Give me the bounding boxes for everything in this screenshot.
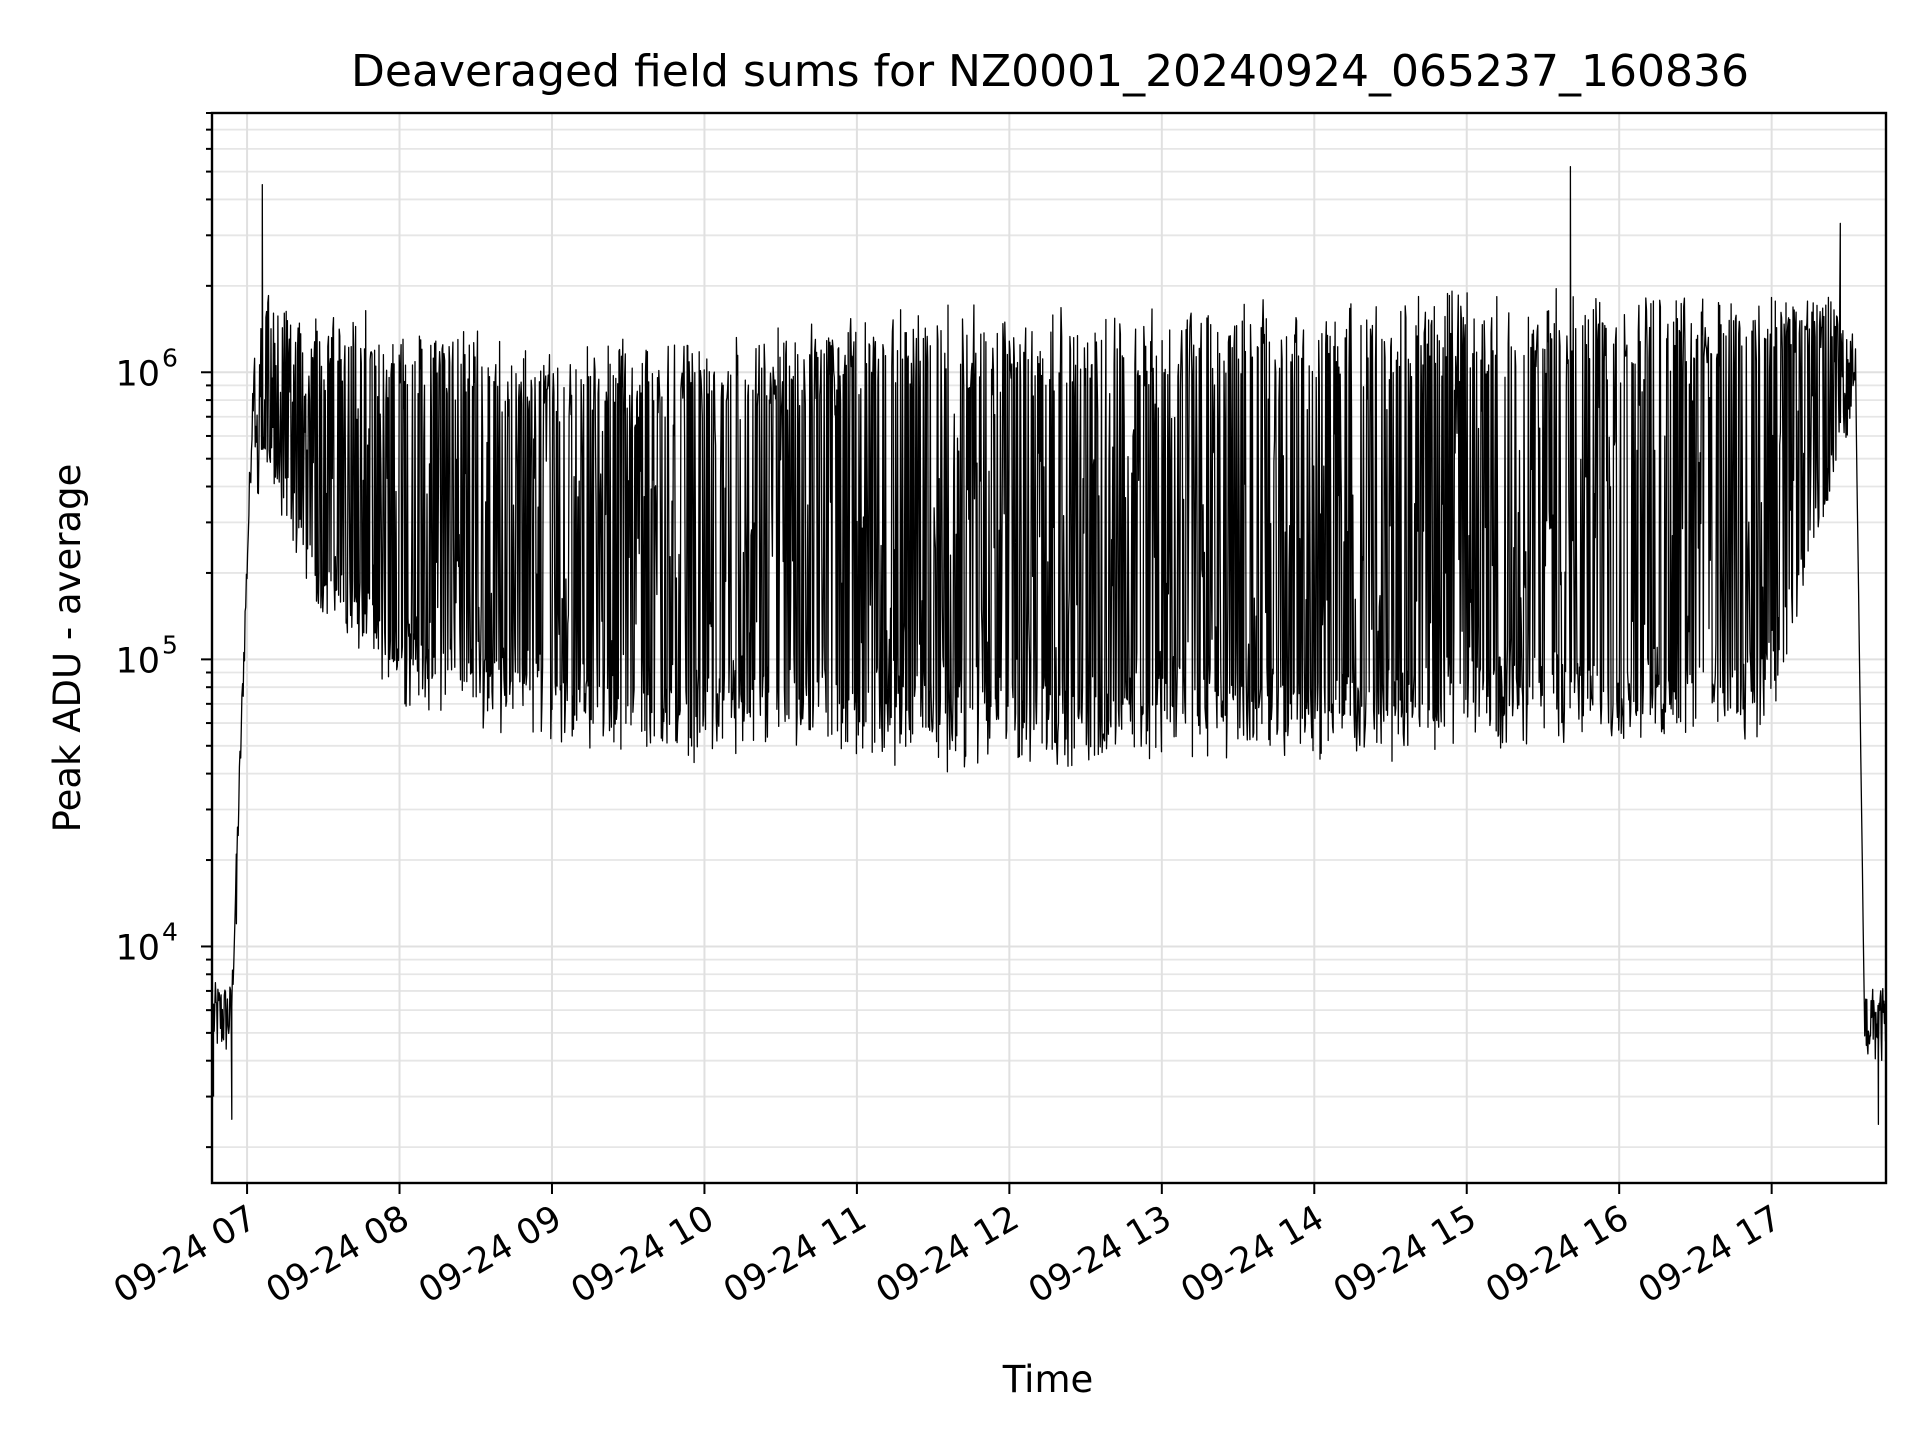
x-tick-label: 09-24 15 <box>1327 1198 1483 1311</box>
x-tick-label: 09-24 13 <box>1022 1198 1178 1311</box>
series-group <box>212 166 1887 1126</box>
y-tick-exponent: 6 <box>162 343 178 372</box>
plot-frame <box>210 111 1888 1185</box>
series-line <box>212 166 1887 1126</box>
x-tick-label: 09-24 11 <box>717 1198 873 1311</box>
y-tick-label: 10 <box>115 928 160 968</box>
x-tick-label: 09-24 08 <box>260 1198 416 1311</box>
x-tick-label: 09-24 10 <box>565 1198 721 1311</box>
x-tick-label: 09-24 14 <box>1174 1198 1330 1311</box>
y-tick-exponent: 5 <box>162 630 178 659</box>
x-tick-label: 09-24 16 <box>1479 1198 1635 1311</box>
y-tick-label: 10 <box>115 641 160 681</box>
x-axis-label: Time <box>1002 1358 1094 1401</box>
y-tick-label: 10 <box>115 354 160 394</box>
y-tick-exponent: 4 <box>162 917 178 946</box>
x-tick-label: 09-24 07 <box>107 1198 263 1311</box>
x-tick-label: 09-24 09 <box>412 1198 568 1311</box>
y-axis-label: Peak ADU - average <box>46 464 89 833</box>
chart-title: Deaveraged field sums for NZ0001_2024092… <box>351 46 1749 97</box>
x-tick-label: 09-24 12 <box>870 1198 1026 1311</box>
x-tick-label: 09-24 17 <box>1632 1198 1788 1311</box>
